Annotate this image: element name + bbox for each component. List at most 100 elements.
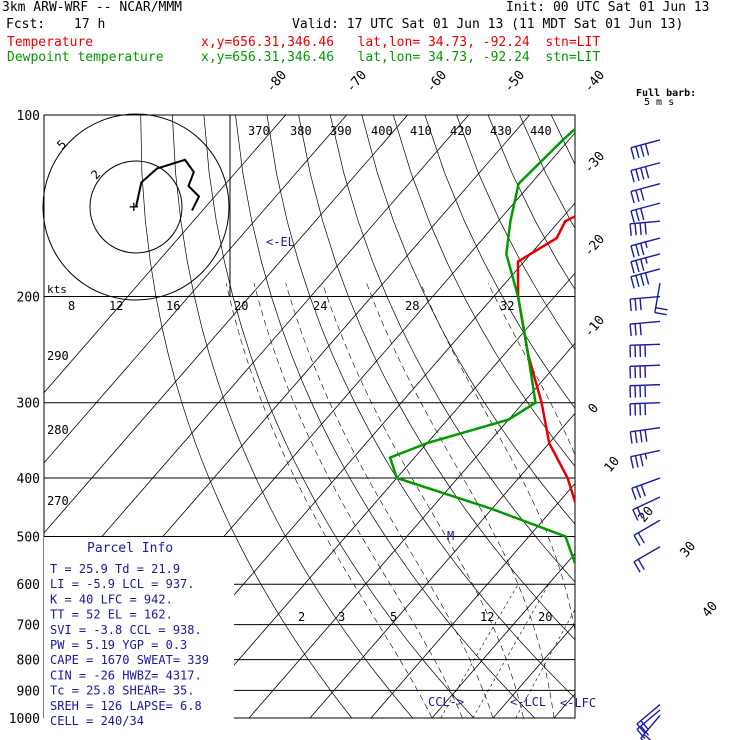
hodograph-ring [89, 160, 183, 254]
parcel-info-row: TT = 52 EL = 162. [50, 608, 173, 622]
profile-annotation: <-LCL [510, 695, 546, 709]
isotherm [44, 115, 347, 464]
isotherm [248, 342, 575, 719]
theta-label: 290 [47, 349, 69, 363]
isotherm-label: -80 [264, 68, 291, 96]
wind-barb [630, 139, 661, 160]
wind-barb [632, 496, 661, 521]
hodograph-origin: + [129, 197, 139, 216]
barb-legend-unit: 5 m s [644, 97, 674, 108]
wind-barb [630, 449, 661, 469]
speed-axis-label: 32 [500, 299, 514, 313]
dry-adiabat [361, 115, 575, 525]
theta-label: 390 [330, 124, 352, 138]
wind-barb [631, 477, 661, 500]
parcel-info-row: Tc = 25.8 SHEAR= 35. [50, 684, 195, 698]
barb-legend-label: Full barb: [636, 88, 696, 99]
legend-dewpoint: Dewpoint temperature [7, 50, 164, 65]
temperature-profile [516, 214, 575, 506]
dry-adiabat [203, 115, 475, 719]
parcel-info: Parcel Info T = 25.9 Td = 21.9LI = -5.9 L… [44, 537, 234, 730]
parcel-info-row: T = 25.9 Td = 21.9 [50, 562, 180, 576]
dry-adiabat [171, 115, 414, 719]
speed-axis-label: 8 [68, 299, 75, 313]
dry-adiabat [140, 115, 353, 719]
theta-label: 370 [248, 124, 270, 138]
speed-axis-label: 16 [166, 299, 180, 313]
mixing-ratio-label: 20 [538, 610, 552, 624]
pressure-tick-label: 500 [17, 530, 40, 545]
parcel-info-row: CAPE = 1670 SWEAT= 339 [50, 653, 209, 667]
pressure-tick-label: 100 [17, 109, 40, 124]
isotherm [44, 115, 286, 394]
parcel-info-row: SREH = 126 LAPSE= 6.8 [50, 699, 202, 713]
profile-annotation: <-EL [266, 235, 295, 249]
wind-barb [629, 364, 661, 379]
isotherm [431, 553, 575, 719]
parcel-info-row: K = 40 LFC = 942. [50, 592, 173, 606]
isotherm [309, 412, 575, 719]
wind-barb [636, 709, 661, 739]
parcel-info-row: PW = 5.19 YGP = 0.3 [50, 638, 187, 652]
pressure-tick-label: 1000 [9, 712, 40, 727]
moist-adiabat [487, 282, 575, 456]
wind-barb [629, 343, 661, 358]
pressure-tick-label: 800 [17, 654, 40, 669]
dry-adiabat [583, 115, 740, 718]
dry-adiabat [709, 115, 740, 718]
parcel-info-row: LI = -5.9 LCL = 937. [50, 577, 195, 591]
wind-barb [629, 426, 661, 444]
profiles [388, 127, 575, 566]
wind-barb [654, 282, 668, 316]
isotherm-label: -60 [424, 68, 451, 96]
theta-label: 400 [371, 124, 393, 138]
wind-barb [629, 320, 661, 337]
moist-adiabat [707, 283, 740, 718]
speed-axis-label: 28 [405, 299, 419, 313]
profile-annotation: CCL-> [428, 695, 464, 709]
parcel-info-row: CELL = 240/34 [50, 714, 144, 728]
isotherm-label: -70 [344, 68, 371, 96]
isotherm-label: -10 [582, 313, 609, 341]
parcel-info-row: CIN = -26 HWBZ= 4317. [50, 668, 202, 682]
wind-barb [629, 220, 661, 236]
theta-label: 380 [290, 124, 312, 138]
isotherm-label: -30 [582, 149, 609, 177]
theta-label: 420 [450, 124, 472, 138]
isotherm-label: -40 [582, 68, 609, 96]
legend-temperature-location: x,y=656.31,346.46 lat,lon= 34.73, -92.24… [201, 35, 601, 50]
init-time: Init: 00 UTC Sat 01 Jun 13 [506, 0, 710, 15]
speed-axis-label: 24 [313, 299, 327, 313]
dry-adiabat [456, 115, 575, 350]
wind-barb [630, 162, 661, 183]
forecast-label: Fcst: [6, 17, 46, 32]
wind-barb [630, 202, 661, 223]
wind-barb [629, 402, 661, 416]
isotherm [44, 115, 469, 604]
isotherm-label: -50 [502, 68, 529, 96]
dry-adiabat [550, 115, 575, 166]
theta-label: 430 [490, 124, 512, 138]
dry-adiabat [329, 115, 575, 583]
isotherm [187, 272, 575, 719]
theta-label: 280 [47, 423, 69, 437]
moist-adiabat [285, 283, 494, 719]
isotherm-label: 0 [586, 401, 603, 417]
dry-adiabat [614, 115, 740, 718]
valid-time: Valid: 17 UTC Sat 01 Jun 13 (11 MDT Sat … [292, 17, 684, 32]
pressure-tick-label: 300 [17, 397, 40, 412]
parcel-info-title: Parcel Info [87, 541, 173, 556]
profile-annotation: M [447, 529, 454, 543]
theta-label: 440 [530, 124, 552, 138]
isotherm-label: -20 [582, 232, 609, 260]
dry-adiabat [487, 115, 575, 291]
dry-adiabat [519, 115, 575, 229]
isotherm [615, 115, 740, 718]
wind-barb [630, 268, 661, 289]
hodograph-ring [42, 113, 230, 301]
speed-axis-label: 12 [109, 299, 123, 313]
wind-barb [629, 295, 661, 312]
dry-adiabat [646, 115, 740, 718]
moist-adiabat [672, 283, 702, 718]
dry-adiabat [424, 115, 575, 409]
